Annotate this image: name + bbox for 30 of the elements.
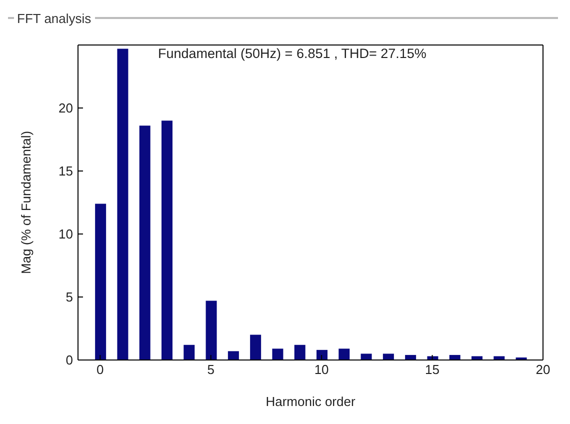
bar: [117, 48, 128, 360]
bar: [184, 344, 195, 360]
x-tick-label: 20: [536, 362, 550, 378]
y-tick-label: 5: [66, 290, 73, 305]
bar: [206, 300, 217, 360]
bar: [338, 348, 350, 360]
y-tick-label: 15: [58, 164, 73, 179]
bar: [228, 351, 239, 360]
x-tick-label: 0: [96, 362, 104, 378]
bar: [139, 126, 150, 360]
bar: [162, 120, 172, 360]
bar: [472, 356, 482, 360]
bar: [250, 334, 262, 360]
bar: [360, 354, 372, 360]
x-tick-label: 5: [207, 362, 214, 378]
x-tick-label: 15: [425, 362, 440, 378]
bar: [316, 350, 328, 360]
bar: [494, 356, 505, 360]
bar: [294, 344, 306, 360]
y-axis-title: Mag (% of Fundamental): [18, 130, 34, 274]
bar: [95, 204, 106, 360]
chart-subtitle: Fundamental (50Hz) = 6.851 , THD= 27.15%: [158, 46, 426, 61]
y-tick-label: 10: [58, 226, 73, 242]
y-tick-label: 20: [58, 100, 73, 116]
bar: [272, 348, 284, 360]
y-tick-label: 0: [66, 352, 73, 368]
bar: [382, 354, 394, 360]
x-tick-label: 10: [314, 362, 329, 378]
chart-title: FFT analysis: [17, 10, 92, 26]
x-axis-title: Harmonic order: [266, 394, 356, 409]
